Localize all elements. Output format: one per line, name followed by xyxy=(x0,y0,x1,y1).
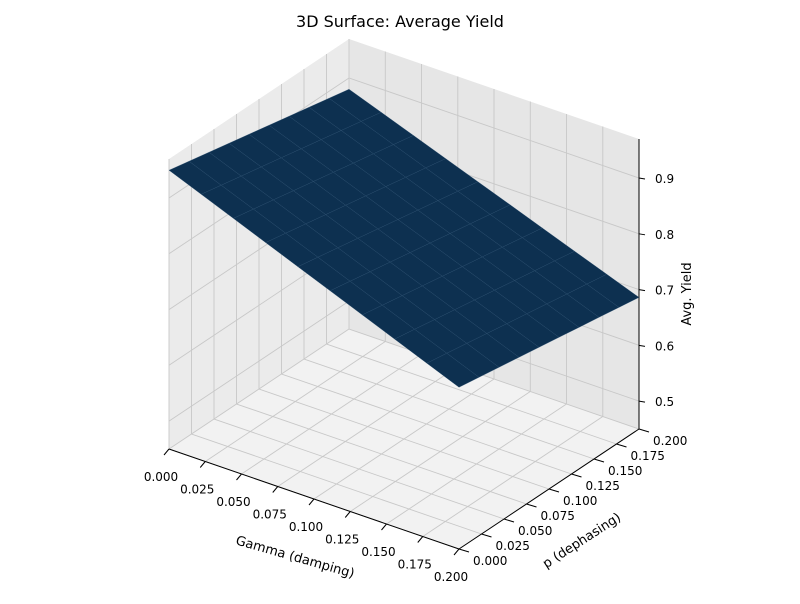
x-tick-label: 0.050 xyxy=(216,495,250,509)
y-tick-label: 0.100 xyxy=(563,494,597,508)
x-tick xyxy=(199,461,206,468)
z-tick xyxy=(638,344,646,347)
z-tick-label: 0.9 xyxy=(655,172,674,186)
y-tick xyxy=(481,533,492,538)
y-tick-label: 0.075 xyxy=(541,509,575,523)
y-tick xyxy=(571,473,582,478)
z-axis-label: Avg. Yield xyxy=(680,262,695,325)
x-tick-label: 0.000 xyxy=(144,470,178,484)
y-tick-label: 0.150 xyxy=(608,464,642,478)
surface-patch xyxy=(426,353,480,388)
gridline-y xyxy=(191,144,482,535)
x-tick-label: 0.175 xyxy=(398,558,432,572)
y-tick xyxy=(503,518,515,523)
y-tick-label: 0.200 xyxy=(653,434,687,448)
z-tick-label: 0.7 xyxy=(655,284,674,298)
x-tick xyxy=(381,523,387,531)
x-tick xyxy=(417,536,424,543)
y-tick xyxy=(548,488,560,493)
z-tick xyxy=(638,400,646,403)
y-tick xyxy=(526,503,537,508)
x-tick-label: 0.100 xyxy=(289,520,323,534)
y-tick xyxy=(593,458,605,463)
z-tick-label: 0.8 xyxy=(655,228,674,242)
x-tick xyxy=(272,486,279,493)
x-tick xyxy=(163,448,170,456)
y-tick-label: 0.175 xyxy=(631,449,665,463)
y-tick-label: 0.125 xyxy=(586,479,620,493)
x-tick xyxy=(236,473,242,481)
y-tick-label: 0.025 xyxy=(496,539,530,553)
y-tick xyxy=(616,443,627,448)
z-tick-label: 0.6 xyxy=(655,339,674,353)
gridline-y xyxy=(213,129,505,520)
z-tick xyxy=(638,177,646,180)
surface xyxy=(168,88,640,388)
x-tick-label: 0.150 xyxy=(361,545,395,559)
y-tick-label: 0.000 xyxy=(473,554,507,568)
y-tick xyxy=(458,548,470,553)
z-tick-label: 0.5 xyxy=(655,395,674,409)
z-tick xyxy=(638,233,646,236)
z-tick xyxy=(638,289,646,292)
y-tick-label: 0.050 xyxy=(518,524,552,538)
x-tick-label: 0.125 xyxy=(325,533,359,547)
chart-title: 3D Surface: Average Yield xyxy=(296,12,504,31)
x-tick-label: 0.025 xyxy=(180,483,214,497)
x-tick xyxy=(344,511,351,518)
x-tick xyxy=(453,548,460,556)
x-tick-label: 0.200 xyxy=(434,570,468,584)
x-tick-label: 0.075 xyxy=(253,508,287,522)
ticks: 0.0000.0250.0500.0750.1000.1250.1500.175… xyxy=(144,172,688,584)
x-tick xyxy=(308,498,315,506)
y-tick xyxy=(638,428,650,433)
